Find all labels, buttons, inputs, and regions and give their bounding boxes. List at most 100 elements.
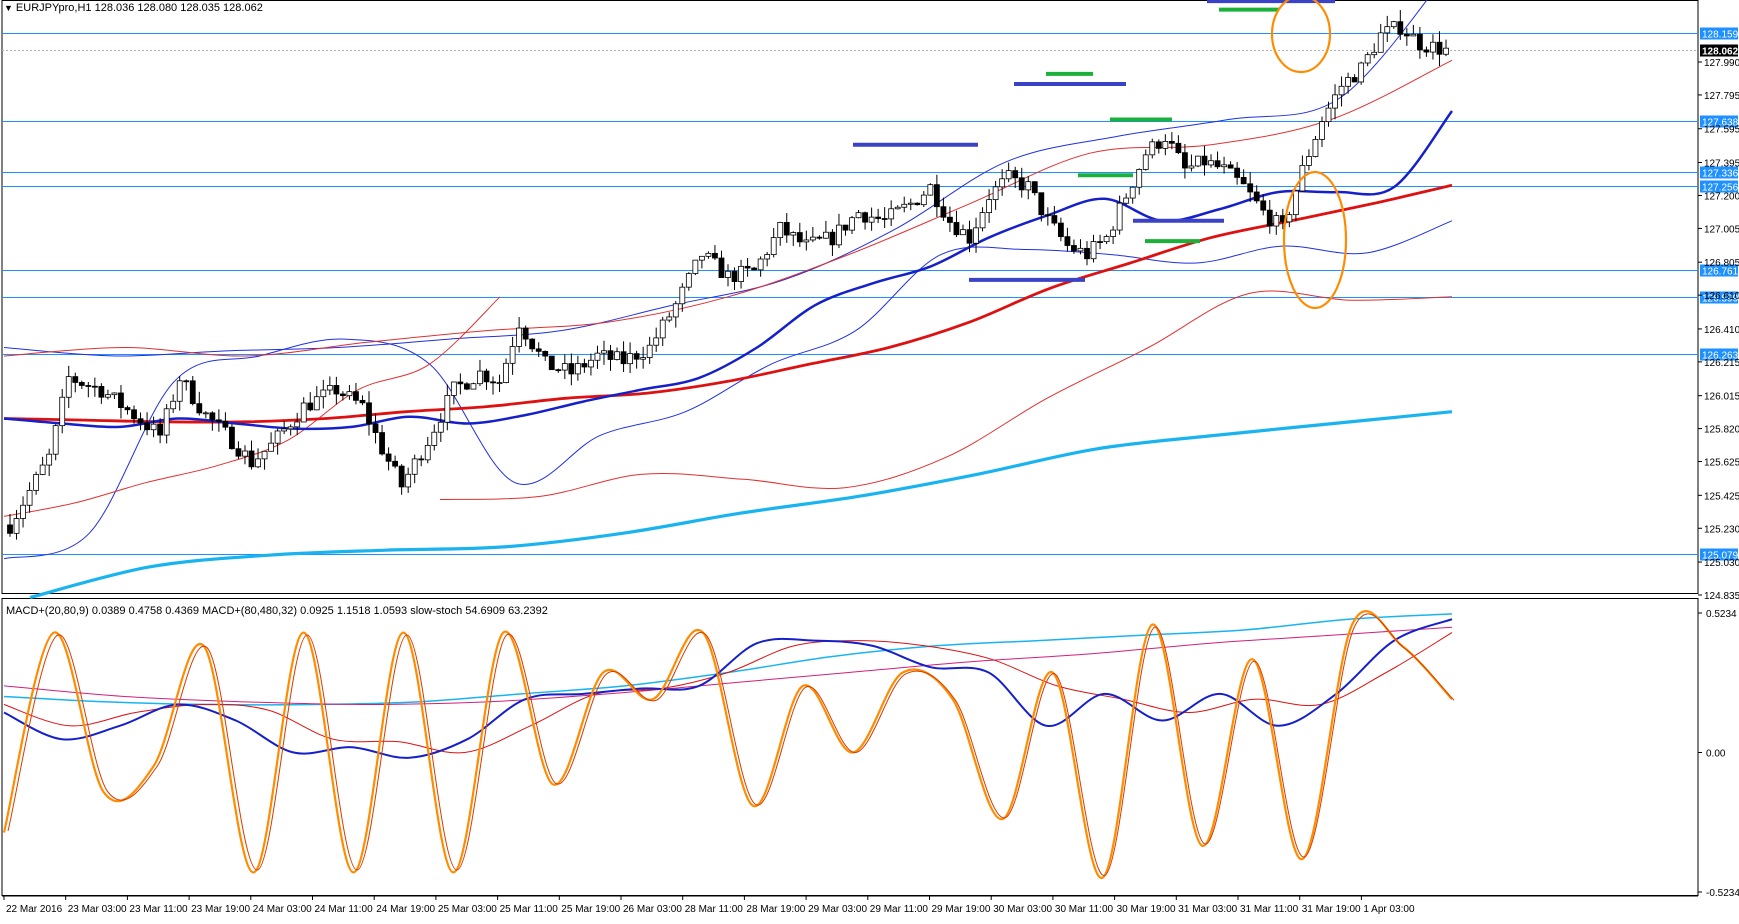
x-tick-label: 26 Mar 03:00 (623, 904, 682, 915)
candle-body (1397, 21, 1404, 35)
candle-body (816, 236, 823, 239)
candle-body (157, 423, 164, 436)
oscillator-stoch-signal (7, 613, 1455, 876)
candle-body (842, 224, 849, 231)
candle-body (1129, 186, 1136, 199)
level-label: 125.079 (1702, 551, 1739, 562)
candle-body (450, 381, 457, 396)
candle-body (692, 259, 699, 274)
x-tick-label: 24 Mar 19:00 (376, 904, 435, 915)
moving-average-ma-red (3, 183, 1453, 424)
candle-body (960, 229, 966, 236)
candle-body (940, 206, 947, 218)
envelope-bb-red-lower (3, 296, 501, 517)
envelope-bb-red-upper (3, 59, 1453, 357)
candle-body (78, 382, 85, 386)
candle-body (535, 348, 542, 352)
candle-body (888, 208, 895, 220)
y-tick-label: 126.015 (1704, 392, 1739, 403)
candle-body (313, 396, 320, 411)
candle-body (105, 394, 111, 398)
candle-body (353, 391, 359, 401)
x-tick-label: 30 Mar 11:00 (1055, 904, 1114, 915)
level-label: 126.761 (1702, 267, 1739, 278)
candle-body (1214, 160, 1221, 168)
candle-body (131, 409, 137, 420)
candle-body (46, 453, 53, 466)
highlight-ellipse[interactable] (1282, 170, 1348, 310)
y-tick-label: 124.835 (1704, 591, 1739, 602)
x-tick-label: 25 Mar 11:00 (500, 904, 559, 915)
candle-body (731, 270, 738, 282)
candle-body (999, 178, 1006, 188)
candle-body (1319, 121, 1325, 140)
candle-body (1430, 41, 1436, 53)
candle-body (98, 386, 105, 398)
candle-body (1136, 169, 1143, 188)
candle-body (770, 237, 777, 255)
candle-body (1221, 164, 1227, 168)
candle-body (1201, 155, 1208, 166)
candle-body (1103, 236, 1110, 243)
candle-body (1116, 202, 1123, 231)
candle-body (698, 255, 705, 261)
candle-body (646, 344, 653, 358)
candle-body (790, 232, 797, 236)
candle-body (568, 363, 575, 375)
candle-body (320, 389, 327, 398)
collapse-triangle-icon[interactable]: ▼ (4, 3, 13, 13)
candle-body (744, 265, 751, 269)
candle-body (633, 353, 640, 360)
oscillator-macd-signal (3, 632, 1453, 754)
candle-body (379, 432, 385, 455)
candle-body (1403, 33, 1410, 37)
y-tick-label: 125.030 (1704, 558, 1739, 569)
candle-body (522, 327, 529, 340)
candle-body (1195, 155, 1201, 167)
candle-body (13, 518, 20, 534)
candle-body (333, 385, 340, 395)
candle-body (966, 229, 973, 244)
candle-body (300, 402, 307, 423)
candle-body (464, 383, 470, 390)
candle-body (1234, 167, 1241, 178)
candle-body (39, 464, 46, 475)
candle-body (849, 217, 855, 231)
candle-body (627, 353, 633, 365)
candle-body (26, 489, 33, 506)
highlight-ellipse[interactable] (1270, 0, 1332, 74)
x-tick-label: 31 Mar 11:00 (1240, 904, 1299, 915)
x-tick-label: 28 Mar 19:00 (746, 904, 805, 915)
candle-body (862, 212, 868, 223)
candle-body (242, 450, 248, 457)
x-tick-label: 29 Mar 19:00 (932, 904, 991, 915)
candle-body (555, 369, 562, 372)
indicator-header: MACD+(20,80,9) 0.0389 0.4758 0.4369 MACD… (6, 605, 548, 617)
level-label: 127.336 (1702, 169, 1739, 180)
moving-average-ma-cyan (29, 410, 1453, 600)
candle-body (881, 218, 888, 220)
candle-body (705, 252, 712, 257)
ohlc-values: 128.036 128.080 128.035 128.062 (94, 2, 263, 14)
candle-body (659, 319, 666, 339)
candle-body (836, 224, 842, 246)
candle-body (65, 376, 72, 398)
candle-body (144, 422, 150, 431)
level-label-bg (1700, 291, 1738, 304)
candle-body (529, 338, 536, 350)
osc-tick-label: 0.5234 (1706, 609, 1737, 620)
candle-body (1064, 236, 1071, 246)
candle-body (1384, 26, 1391, 34)
candle-body (176, 380, 183, 402)
candle-body (1325, 107, 1332, 123)
candle-body (1240, 177, 1247, 185)
candle-body (796, 232, 803, 243)
candle-body (1390, 21, 1397, 28)
x-tick-label: 25 Mar 19:00 (561, 904, 620, 915)
candle-body (470, 383, 477, 390)
y-tick-label: 127.005 (1704, 224, 1739, 235)
candle-body (672, 303, 679, 318)
candle-body (1071, 245, 1077, 252)
candle-body (59, 396, 66, 427)
